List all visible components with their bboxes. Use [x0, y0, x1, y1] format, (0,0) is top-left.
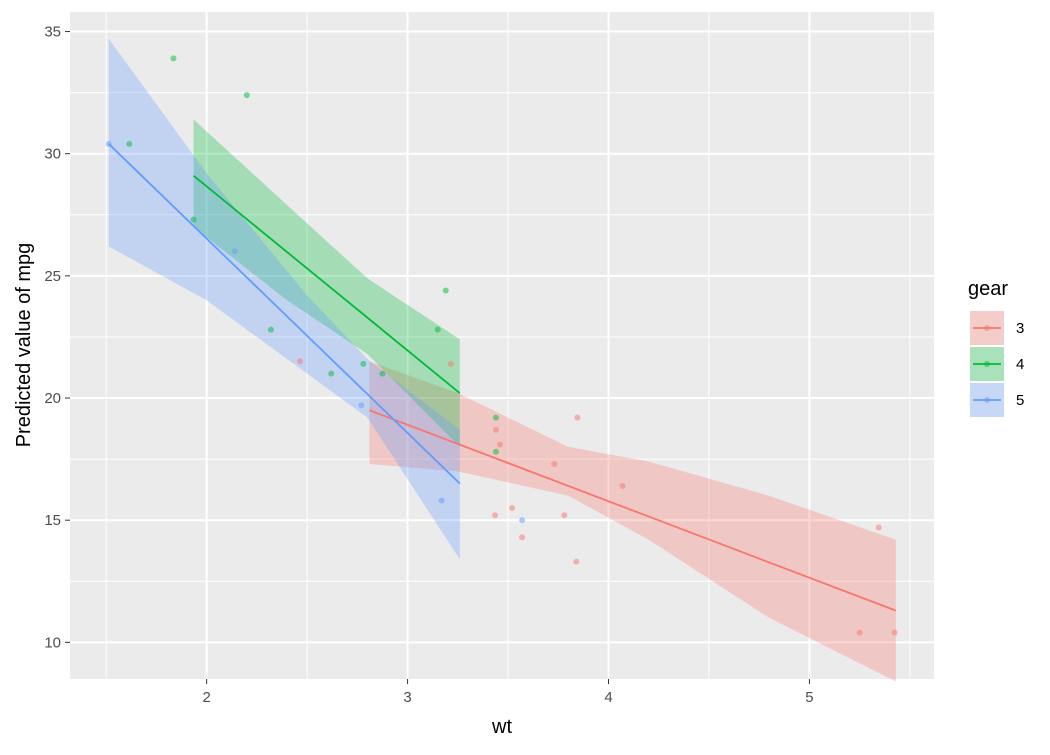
fit-line-gear-4: [193, 174, 461, 394]
ribbon-gear-5: [108, 38, 460, 560]
panel-background: [70, 12, 934, 679]
point-gear-3: [297, 358, 304, 365]
point-gear-3: [492, 426, 499, 433]
point-gear-3: [574, 414, 581, 421]
point-gear-3: [519, 534, 526, 541]
axis-layer: 2 3 4 5 10 15 20 25 30 35: [44, 24, 813, 706]
fit-line-gear-3: [369, 409, 897, 612]
y-tick-label: 35: [44, 24, 61, 41]
point-gear-5: [358, 402, 365, 409]
y-tick-label: 25: [44, 268, 61, 285]
point-gear-3: [561, 512, 568, 519]
point-gear-4: [379, 370, 386, 377]
x-tick-label: 4: [604, 689, 612, 706]
y-tick-label: 15: [44, 512, 61, 529]
point-gear-3: [573, 558, 580, 565]
y-tick-label: 20: [44, 390, 61, 407]
fit-line-gear-5: [108, 143, 461, 485]
grid-layer: [70, 12, 934, 679]
y-tick-label: 10: [44, 634, 61, 651]
point-gear-4: [442, 287, 449, 294]
point-gear-4: [267, 326, 274, 333]
point-layer: [105, 55, 898, 636]
legend-label: 5: [1016, 392, 1024, 409]
point-gear-4: [434, 326, 441, 333]
x-tick-label: 5: [805, 689, 813, 706]
legend: 3 4 5: [970, 311, 1024, 417]
x-tick-label: 3: [403, 689, 411, 706]
legend-title: gear: [968, 278, 1008, 300]
y-axis-title: Predicted value of mpg: [13, 243, 35, 448]
point-gear-3: [491, 512, 498, 519]
ribbon-layer: [108, 38, 896, 682]
point-gear-3: [619, 482, 626, 489]
line-layer: [108, 143, 897, 612]
x-tick-label: 2: [202, 689, 210, 706]
point-gear-4: [492, 414, 499, 421]
legend-label: 3: [1016, 320, 1024, 337]
point-gear-3: [551, 460, 558, 467]
legend-label: 4: [1016, 356, 1024, 373]
point-gear-4: [170, 55, 177, 62]
ribbon-gear-4: [193, 119, 460, 447]
point-gear-3: [496, 441, 503, 448]
point-gear-3: [875, 524, 882, 531]
legend-key-point: [984, 361, 990, 367]
point-gear-3: [447, 360, 454, 367]
point-gear-4: [243, 92, 250, 99]
point-gear-4: [492, 448, 499, 455]
legend-key-point: [984, 325, 990, 331]
point-gear-4: [360, 360, 367, 367]
legend-key-point: [984, 397, 990, 403]
point-gear-3: [856, 629, 863, 636]
point-gear-5: [231, 248, 238, 255]
x-axis-title: wt: [491, 716, 512, 738]
point-gear-4: [190, 216, 197, 223]
point-gear-3: [891, 629, 898, 636]
point-gear-5: [438, 497, 445, 504]
y-tick-label: 30: [44, 146, 61, 163]
point-gear-4: [328, 370, 335, 377]
point-gear-5: [519, 517, 526, 524]
ribbon-gear-3: [369, 361, 896, 682]
point-gear-4: [126, 140, 133, 147]
point-gear-3: [509, 504, 516, 511]
